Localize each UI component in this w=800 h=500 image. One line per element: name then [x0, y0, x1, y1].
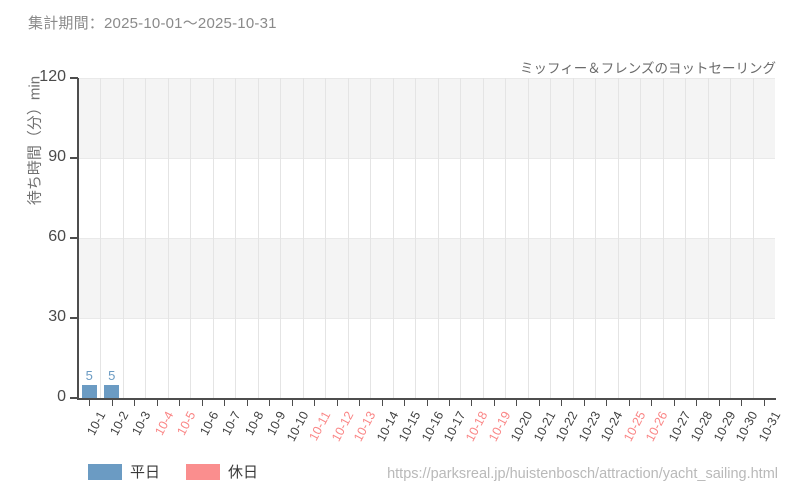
x-tick-mark [651, 400, 652, 406]
x-tick-mark [112, 400, 113, 406]
vertical-gridline [550, 78, 551, 398]
x-tick-mark [696, 400, 697, 406]
y-tick-label: 120 [39, 68, 66, 85]
plot-area [78, 78, 775, 398]
x-tick-mark [269, 400, 270, 406]
vertical-gridline [438, 78, 439, 398]
x-tick-mark [494, 400, 495, 406]
vertical-gridline [303, 78, 304, 398]
vertical-gridline [370, 78, 371, 398]
x-tick-mark [179, 400, 180, 406]
vertical-gridline [235, 78, 236, 398]
x-tick-mark [584, 400, 585, 406]
vertical-gridline [325, 78, 326, 398]
vertical-gridline [190, 78, 191, 398]
bar-value-label: 5 [108, 367, 116, 383]
x-tick-mark [674, 400, 675, 406]
vertical-gridline [393, 78, 394, 398]
x-tick-mark [314, 400, 315, 406]
x-tick-mark [449, 400, 450, 406]
horizontal-gridline [78, 318, 775, 319]
vertical-gridline [100, 78, 101, 398]
x-tick-mark [157, 400, 158, 406]
x-tick-mark [741, 400, 742, 406]
legend-label: 平日 [130, 464, 161, 481]
vertical-gridline [505, 78, 506, 398]
legend-swatch [88, 463, 122, 480]
y-tick-mark [70, 317, 78, 319]
vertical-gridline [618, 78, 619, 398]
x-tick-mark [359, 400, 360, 406]
legend-item-holiday[interactable]: 休日 [186, 461, 258, 482]
x-tick-mark [382, 400, 383, 406]
y-tick-mark [70, 77, 78, 79]
x-tick-mark [764, 400, 765, 406]
x-tick-mark [292, 400, 293, 406]
period-title: 集計期間：2025-10-01～2025-10-31 [28, 15, 277, 32]
vertical-gridline [483, 78, 484, 398]
bar-value-label: 5 [85, 367, 93, 383]
x-tick-mark [224, 400, 225, 406]
vertical-gridline [280, 78, 281, 398]
horizontal-gridline [78, 78, 775, 79]
x-tick-mark [427, 400, 428, 406]
plot-band [78, 78, 775, 158]
x-tick-mark [134, 400, 135, 406]
legend-label: 休日 [228, 464, 259, 481]
x-tick-mark [516, 400, 517, 406]
vertical-gridline [123, 78, 124, 398]
x-tick-mark [539, 400, 540, 406]
y-axis-line [77, 78, 79, 399]
vertical-gridline [168, 78, 169, 398]
vertical-gridline [595, 78, 596, 398]
legend: 平日 休日 [88, 461, 258, 482]
x-tick-mark [247, 400, 248, 406]
y-tick-mark [70, 157, 78, 159]
x-tick-mark [629, 400, 630, 406]
legend-swatch [186, 463, 221, 480]
vertical-gridline [708, 78, 709, 398]
vertical-gridline [685, 78, 686, 398]
vertical-gridline [663, 78, 664, 398]
plot-band [78, 238, 775, 318]
x-tick-mark [404, 400, 405, 406]
vertical-gridline [415, 78, 416, 398]
y-tick-label: 90 [48, 148, 66, 165]
x-tick-mark [719, 400, 720, 406]
vertical-gridline [145, 78, 146, 398]
vertical-gridline [460, 78, 461, 398]
source-url: https://parksreal.jp/huistenbosch/attrac… [387, 466, 778, 482]
legend-item-weekday[interactable]: 平日 [88, 461, 160, 482]
vertical-gridline [730, 78, 731, 398]
vertical-gridline [753, 78, 754, 398]
y-tick-mark [70, 237, 78, 239]
vertical-gridline [573, 78, 574, 398]
y-tick-label: 60 [48, 228, 66, 245]
x-axis-line [77, 398, 776, 400]
attraction-name: ミッフィー＆フレンズのヨットセーリング [520, 61, 776, 76]
vertical-gridline [528, 78, 529, 398]
x-tick-mark [89, 400, 90, 406]
vertical-gridline [213, 78, 214, 398]
bar[interactable] [81, 384, 97, 398]
x-tick-mark [202, 400, 203, 406]
y-tick-label: 30 [48, 308, 66, 325]
x-tick-mark [606, 400, 607, 406]
vertical-gridline [348, 78, 349, 398]
x-tick-mark [337, 400, 338, 406]
vertical-gridline [258, 78, 259, 398]
y-tick-mark [70, 397, 78, 399]
vertical-gridline [640, 78, 641, 398]
bar[interactable] [104, 384, 120, 398]
x-tick-mark [471, 400, 472, 406]
y-tick-label: 0 [57, 388, 66, 405]
horizontal-gridline [78, 238, 775, 239]
horizontal-gridline [78, 158, 775, 159]
x-tick-mark [561, 400, 562, 406]
